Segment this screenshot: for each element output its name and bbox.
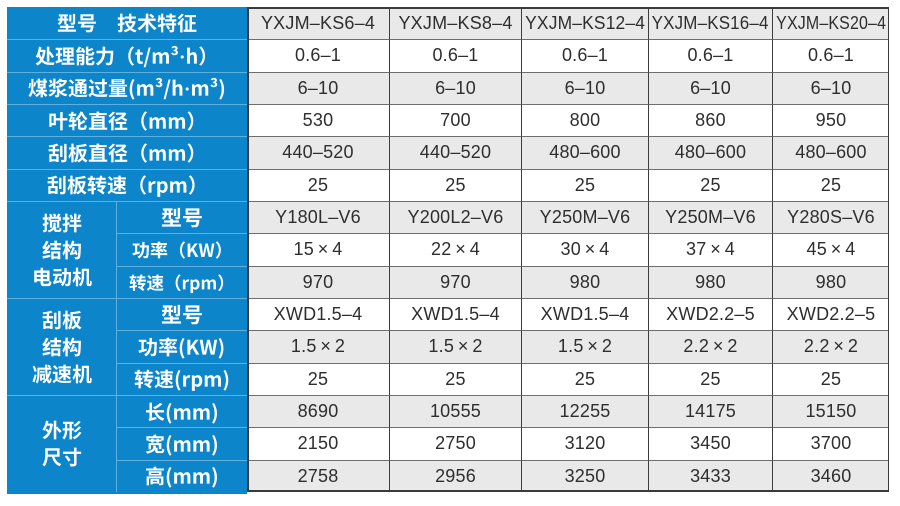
spec-value-cell: 6–10 <box>247 71 389 104</box>
spec-value-cell: 3700 <box>772 427 889 460</box>
spec-value-cell: 3250 <box>521 459 648 492</box>
spec-value-cell: 30 × 4 <box>521 233 648 266</box>
model-header-cell: YXJM–KS16–4 <box>648 7 772 40</box>
spec-value-cell: 12255 <box>521 394 648 428</box>
spec-value-cell: 15 × 4 <box>247 233 389 266</box>
group-subrow-label <box>116 427 247 460</box>
spec-row-label <box>7 103 247 137</box>
spec-value-cell: 440–520 <box>247 136 389 169</box>
spec-value-cell: 25 <box>389 168 521 201</box>
spec-value-cell: 6–10 <box>389 71 521 104</box>
spec-value-cell: 0.6–1 <box>648 39 772 72</box>
group-label-cell <box>7 200 116 298</box>
spec-value-cell: 25 <box>247 362 389 395</box>
spec-value-cell: XWD1.5–4 <box>247 297 389 331</box>
group-subrow-label <box>116 330 247 363</box>
spec-value-cell: 25 <box>772 168 889 201</box>
spec-value-cell: 14175 <box>648 394 772 428</box>
spec-value-cell: 0.6–1 <box>521 39 648 72</box>
group-subrow-label <box>116 233 247 266</box>
spec-value-cell: 480–600 <box>772 136 889 169</box>
group-label-cell <box>7 297 116 395</box>
spec-row-label <box>7 39 247 72</box>
spec-table: YXJM–KS6–4 YXJM–KS8–4 YXJM–KS12–4 YXJM–K… <box>7 7 889 492</box>
spec-value-cell: 3450 <box>648 427 772 460</box>
spec-value-cell: 440–520 <box>389 136 521 169</box>
spec-value-cell: 1.5 × 2 <box>521 330 648 363</box>
spec-value-cell: 970 <box>247 265 389 298</box>
spec-value-cell: 980 <box>648 265 772 298</box>
spec-value-cell: 0.6–1 <box>389 39 521 72</box>
blue-footer-strip <box>7 492 247 494</box>
spec-value-cell: XWD2.2–5 <box>772 297 889 331</box>
spec-value-cell: Y200L2–V6 <box>389 200 521 234</box>
spec-value-cell: 700 <box>389 103 521 137</box>
spec-value-cell: 480–600 <box>648 136 772 169</box>
spec-value-cell: 6–10 <box>521 71 648 104</box>
spec-value-cell: 45 × 4 <box>772 233 889 266</box>
spec-value-cell: 3433 <box>648 459 772 492</box>
spec-value-cell: 980 <box>521 265 648 298</box>
spec-value-cell: XWD2.2–5 <box>648 297 772 331</box>
spec-value-cell: 25 <box>772 362 889 395</box>
spec-value-cell: Y250M–V6 <box>521 200 648 234</box>
spec-value-cell: 37 × 4 <box>648 233 772 266</box>
spec-value-cell: 2.2 × 2 <box>648 330 772 363</box>
spec-value-cell: 6–10 <box>648 71 772 104</box>
spec-value-cell: Y280S–V6 <box>772 200 889 234</box>
model-header-cell: YXJM–KS8–4 <box>389 7 521 40</box>
spec-value-cell: 2150 <box>247 427 389 460</box>
spec-value-cell: 8690 <box>247 394 389 428</box>
spec-value-cell: 950 <box>772 103 889 137</box>
spec-value-cell: 2956 <box>389 459 521 492</box>
group-subrow-label <box>116 362 247 395</box>
spec-value-cell: 1.5 × 2 <box>247 330 389 363</box>
spec-value-cell: 970 <box>389 265 521 298</box>
spec-value-cell: XWD1.5–4 <box>521 297 648 331</box>
spec-value-cell: 800 <box>521 103 648 137</box>
spec-value-cell: 3460 <box>772 459 889 492</box>
spec-value-cell: 2758 <box>247 459 389 492</box>
spec-value-cell: 1.5 × 2 <box>389 330 521 363</box>
spec-value-cell: 25 <box>521 168 648 201</box>
spec-value-cell: 980 <box>772 265 889 298</box>
spec-value-cell: 860 <box>648 103 772 137</box>
spec-value-cell: 0.6–1 <box>247 39 389 72</box>
group-subrow-label <box>116 265 247 298</box>
group-subrow-label <box>116 200 247 234</box>
spec-value-cell: Y250M–V6 <box>648 200 772 234</box>
spec-value-cell: 25 <box>648 168 772 201</box>
spec-value-cell: 25 <box>521 362 648 395</box>
model-header-cell: YXJM–KS12–4 <box>521 7 648 40</box>
spec-value-cell: XWD1.5–4 <box>389 297 521 331</box>
group-subrow-label <box>116 394 247 428</box>
spec-row-label <box>7 136 247 169</box>
spec-value-cell: 22 × 4 <box>389 233 521 266</box>
spec-value-cell: Y180L–V6 <box>247 200 389 234</box>
group-subrow-label <box>116 297 247 331</box>
spec-row-label <box>7 71 247 104</box>
spec-row-label <box>7 168 247 201</box>
spec-value-cell: 2.2 × 2 <box>772 330 889 363</box>
spec-value-cell: 480–600 <box>521 136 648 169</box>
spec-value-cell: 3120 <box>521 427 648 460</box>
model-header-cell: YXJM–KS20–4 <box>772 7 889 40</box>
spec-value-cell: 2750 <box>389 427 521 460</box>
spec-value-cell: 6–10 <box>772 71 889 104</box>
spec-value-cell: 25 <box>247 168 389 201</box>
spec-value-cell: 0.6–1 <box>772 39 889 72</box>
group-label-cell <box>7 394 116 492</box>
corner-header-cell <box>7 7 247 40</box>
spec-value-cell: 10555 <box>389 394 521 428</box>
spec-value-cell: 15150 <box>772 394 889 428</box>
spec-value-cell: 25 <box>389 362 521 395</box>
spec-value-cell: 25 <box>648 362 772 395</box>
group-subrow-label <box>116 459 247 492</box>
spec-value-cell: 530 <box>247 103 389 137</box>
model-header-cell: YXJM–KS6–4 <box>247 7 389 40</box>
